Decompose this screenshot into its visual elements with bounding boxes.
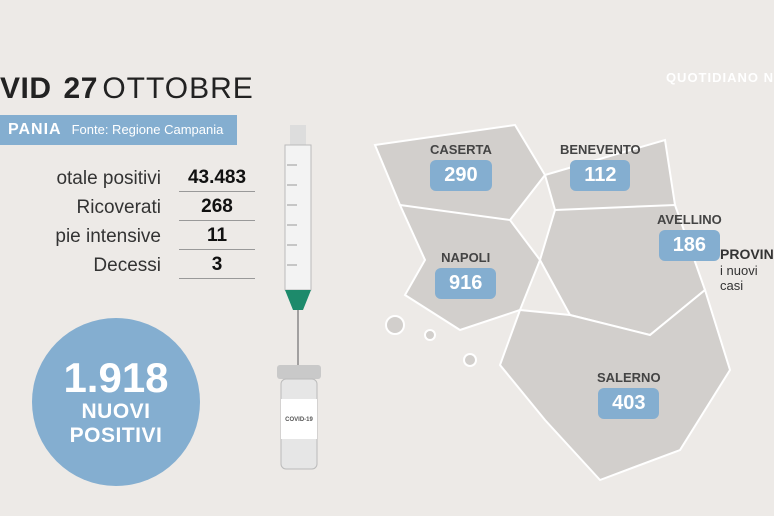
region-label: PANIA: [8, 121, 62, 139]
province-name: NAPOLI: [435, 250, 496, 265]
date-day: 27: [64, 72, 98, 105]
stat-row: Decessi 3: [0, 252, 255, 279]
circle-line1: NUOVI: [81, 401, 150, 423]
campania-map: CASERTA 290 BENEVENTO 112 AVELLINO 186 NAPOLI 9…: [370, 110, 760, 510]
header: VID 27 OTTOBRE: [0, 72, 254, 106]
side-note-title: PROVIN: [720, 246, 774, 263]
island: [425, 330, 435, 340]
province-name: BENEVENTO: [560, 142, 641, 157]
province-name: CASERTA: [430, 142, 492, 157]
side-note: PROVIN i nuovi casi: [720, 246, 774, 294]
stat-value: 43.483: [179, 165, 255, 192]
province-value: 186: [659, 230, 720, 261]
province-value: 916: [435, 268, 496, 299]
stat-value: 268: [179, 194, 255, 221]
source-label: Fonte: Regione Campania: [72, 122, 224, 137]
province-value: 112: [570, 160, 630, 191]
circle-number: 1.918: [63, 357, 168, 399]
province-name: SALERNO: [597, 370, 661, 385]
side-note-sub: i nuovi casi: [720, 263, 774, 294]
province-value: 403: [598, 388, 659, 419]
stat-row: otale positivi 43.483: [0, 165, 255, 192]
syringe-vial-svg: COVID-19: [257, 125, 347, 495]
circle-line2: POSITIVI: [70, 425, 163, 447]
stat-label: Decessi: [0, 255, 161, 277]
province-label: SALERNO 403: [597, 370, 661, 419]
stat-value: 3: [179, 252, 255, 279]
date-wrap: 27 OTTOBRE: [64, 72, 254, 106]
title-prefix: VID: [0, 72, 52, 106]
province-value: 290: [430, 160, 491, 191]
stat-row: Ricoverati 268: [0, 194, 255, 221]
syringe-vial-graphic: COVID-19: [257, 125, 347, 495]
stats-table: otale positivi 43.483 Ricoverati 268 pie…: [0, 165, 255, 281]
province-label: NAPOLI 916: [435, 250, 496, 299]
vial-label: COVID-19: [285, 417, 313, 423]
island: [386, 316, 404, 334]
watermark: QUOTIDIANO N: [666, 70, 774, 85]
stat-value: 11: [179, 223, 255, 250]
province-name: AVELLINO: [657, 212, 722, 227]
subheader-band: PANIA Fonte: Regione Campania: [0, 115, 237, 145]
island: [464, 354, 476, 366]
province-label: CASERTA 290: [430, 142, 492, 191]
stat-label: Ricoverati: [0, 197, 161, 219]
province-label: BENEVENTO 112: [560, 142, 641, 191]
nuovi-positivi-circle: 1.918 NUOVI POSITIVI: [32, 318, 200, 486]
stat-row: pie intensive 11: [0, 223, 255, 250]
date-month: OTTOBRE: [102, 72, 253, 105]
province-label: AVELLINO 186: [657, 212, 722, 261]
stat-label: pie intensive: [0, 226, 161, 248]
stat-label: otale positivi: [0, 168, 161, 190]
